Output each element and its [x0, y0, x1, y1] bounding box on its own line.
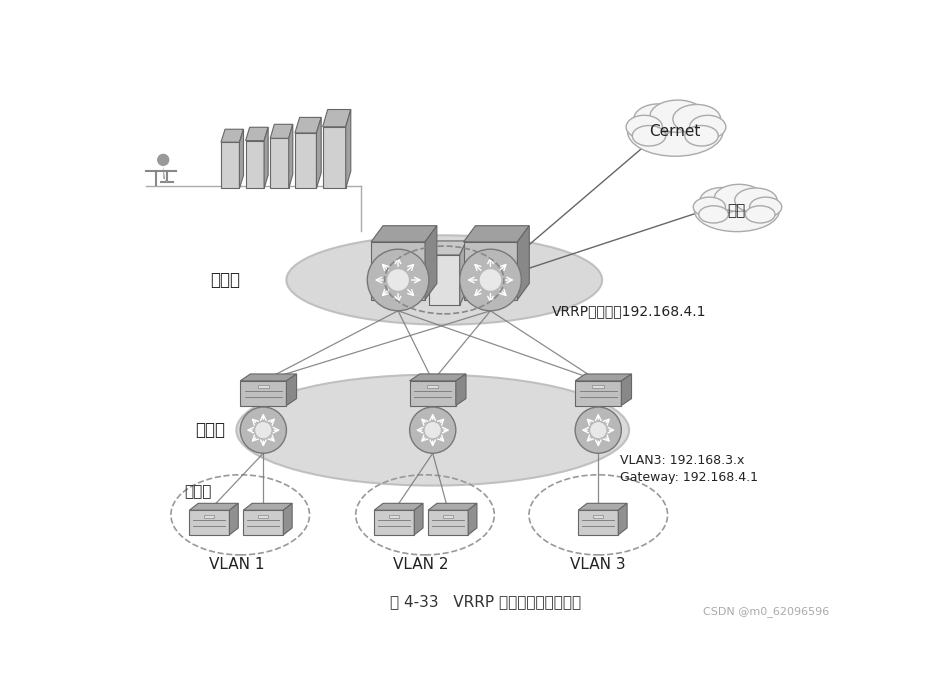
Text: 汇聚层: 汇聚层 [195, 421, 225, 439]
Polygon shape [240, 381, 286, 406]
Ellipse shape [735, 188, 777, 213]
Polygon shape [246, 141, 264, 188]
Text: VLAN 1: VLAN 1 [209, 558, 264, 572]
Polygon shape [240, 374, 297, 381]
Polygon shape [460, 241, 466, 305]
Ellipse shape [632, 125, 665, 146]
Polygon shape [428, 503, 477, 510]
Ellipse shape [633, 104, 684, 135]
Ellipse shape [699, 206, 728, 223]
Polygon shape [374, 510, 414, 535]
Polygon shape [246, 128, 268, 141]
Text: Cernet: Cernet [649, 124, 701, 139]
Polygon shape [592, 385, 604, 388]
Polygon shape [374, 503, 423, 510]
Polygon shape [371, 242, 425, 300]
Polygon shape [621, 374, 631, 406]
Polygon shape [390, 514, 399, 518]
Polygon shape [464, 226, 529, 242]
Polygon shape [575, 374, 631, 381]
Text: VRRP备份组：192.168.4.1: VRRP备份组：192.168.4.1 [552, 304, 706, 318]
Polygon shape [618, 503, 627, 535]
Ellipse shape [628, 107, 723, 156]
Ellipse shape [700, 187, 744, 213]
Ellipse shape [689, 115, 726, 139]
Ellipse shape [695, 190, 779, 231]
Polygon shape [264, 128, 268, 188]
Polygon shape [317, 117, 321, 188]
Text: Gateway: 192.168.4.1: Gateway: 192.168.4.1 [620, 471, 757, 484]
Polygon shape [371, 226, 437, 242]
Polygon shape [163, 166, 169, 182]
Polygon shape [593, 514, 603, 518]
Polygon shape [428, 241, 466, 255]
Polygon shape [456, 374, 466, 406]
Polygon shape [258, 385, 269, 388]
Text: VLAN3: 192.168.3.x: VLAN3: 192.168.3.x [620, 454, 744, 468]
Polygon shape [427, 385, 439, 388]
Circle shape [480, 269, 501, 291]
Text: VLAN 2: VLAN 2 [393, 558, 449, 572]
Polygon shape [518, 226, 529, 300]
Polygon shape [575, 381, 621, 406]
Circle shape [240, 407, 286, 453]
Circle shape [367, 250, 428, 311]
Polygon shape [289, 124, 293, 188]
Polygon shape [578, 503, 627, 510]
Text: 电信: 电信 [728, 204, 746, 218]
Polygon shape [244, 503, 292, 510]
Text: CSDN @m0_62096596: CSDN @m0_62096596 [703, 606, 830, 617]
Polygon shape [443, 514, 453, 518]
Polygon shape [240, 129, 244, 188]
Ellipse shape [745, 206, 775, 223]
Polygon shape [295, 133, 317, 188]
Polygon shape [578, 510, 618, 535]
Circle shape [388, 269, 409, 291]
Circle shape [591, 422, 607, 438]
Polygon shape [468, 503, 477, 535]
Polygon shape [425, 226, 437, 300]
Polygon shape [270, 138, 289, 188]
Polygon shape [295, 117, 321, 133]
Polygon shape [270, 124, 293, 138]
Polygon shape [428, 255, 460, 305]
Polygon shape [190, 503, 238, 510]
Circle shape [425, 422, 441, 438]
Ellipse shape [750, 197, 782, 217]
Polygon shape [286, 374, 297, 406]
Ellipse shape [286, 236, 602, 325]
Ellipse shape [684, 125, 719, 146]
Polygon shape [221, 129, 244, 142]
Polygon shape [258, 514, 268, 518]
Text: 接入层: 接入层 [184, 484, 211, 499]
Ellipse shape [236, 375, 629, 486]
Polygon shape [464, 242, 518, 300]
Polygon shape [190, 510, 229, 535]
Polygon shape [410, 381, 456, 406]
Ellipse shape [650, 100, 705, 132]
Text: 核心层: 核心层 [210, 271, 240, 289]
Circle shape [157, 154, 170, 166]
Ellipse shape [673, 105, 720, 134]
Polygon shape [244, 510, 283, 535]
Polygon shape [410, 374, 466, 381]
Text: 图 4-33   VRRP 在园区网络中的应用: 图 4-33 VRRP 在园区网络中的应用 [391, 595, 581, 609]
Circle shape [255, 422, 271, 438]
Text: VLAN 3: VLAN 3 [571, 558, 626, 572]
Ellipse shape [693, 197, 725, 217]
Polygon shape [346, 109, 351, 188]
Ellipse shape [715, 184, 763, 211]
Polygon shape [229, 503, 238, 535]
Circle shape [575, 407, 621, 453]
Polygon shape [322, 127, 346, 188]
Polygon shape [221, 142, 240, 188]
Polygon shape [414, 503, 423, 535]
Polygon shape [205, 514, 214, 518]
Polygon shape [428, 510, 468, 535]
Polygon shape [322, 109, 351, 127]
Ellipse shape [626, 115, 663, 139]
Circle shape [410, 407, 456, 453]
Polygon shape [283, 503, 292, 535]
Circle shape [460, 250, 521, 311]
